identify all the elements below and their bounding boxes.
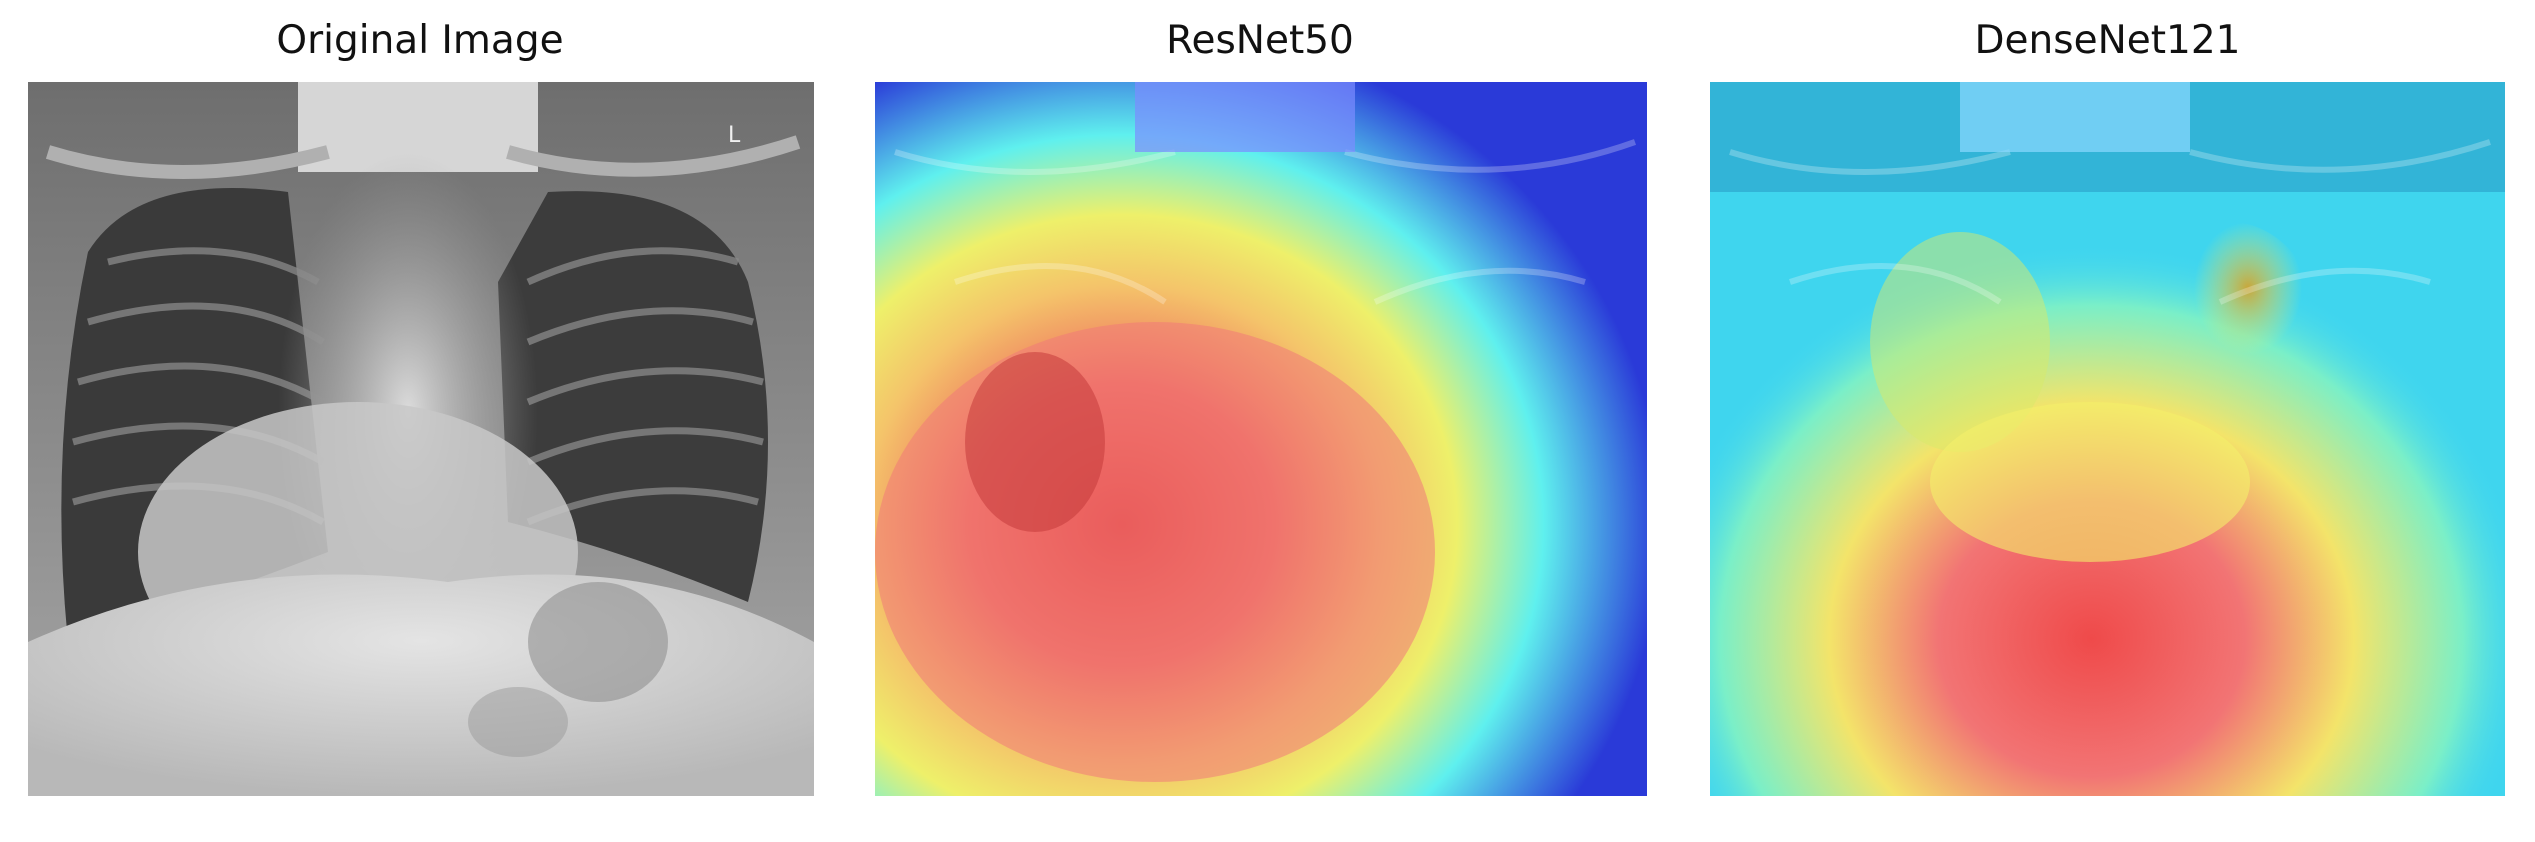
original-xray-image: L [28, 82, 814, 796]
resnet50-heatmap-image [875, 82, 1647, 796]
panel-title-resnet50: ResNet50 [1166, 18, 1354, 63]
densenet121-heatmap-image [1710, 82, 2505, 796]
panel-title-original: Original Image [276, 18, 564, 63]
svg-text:L: L [728, 123, 741, 148]
panel-densenet121: DenseNet121 [1680, 0, 2535, 842]
panel-title-densenet121: DenseNet121 [1974, 18, 2241, 63]
panel-resnet50: ResNet50 [850, 0, 1670, 842]
panel-original: Original Image [0, 0, 840, 842]
